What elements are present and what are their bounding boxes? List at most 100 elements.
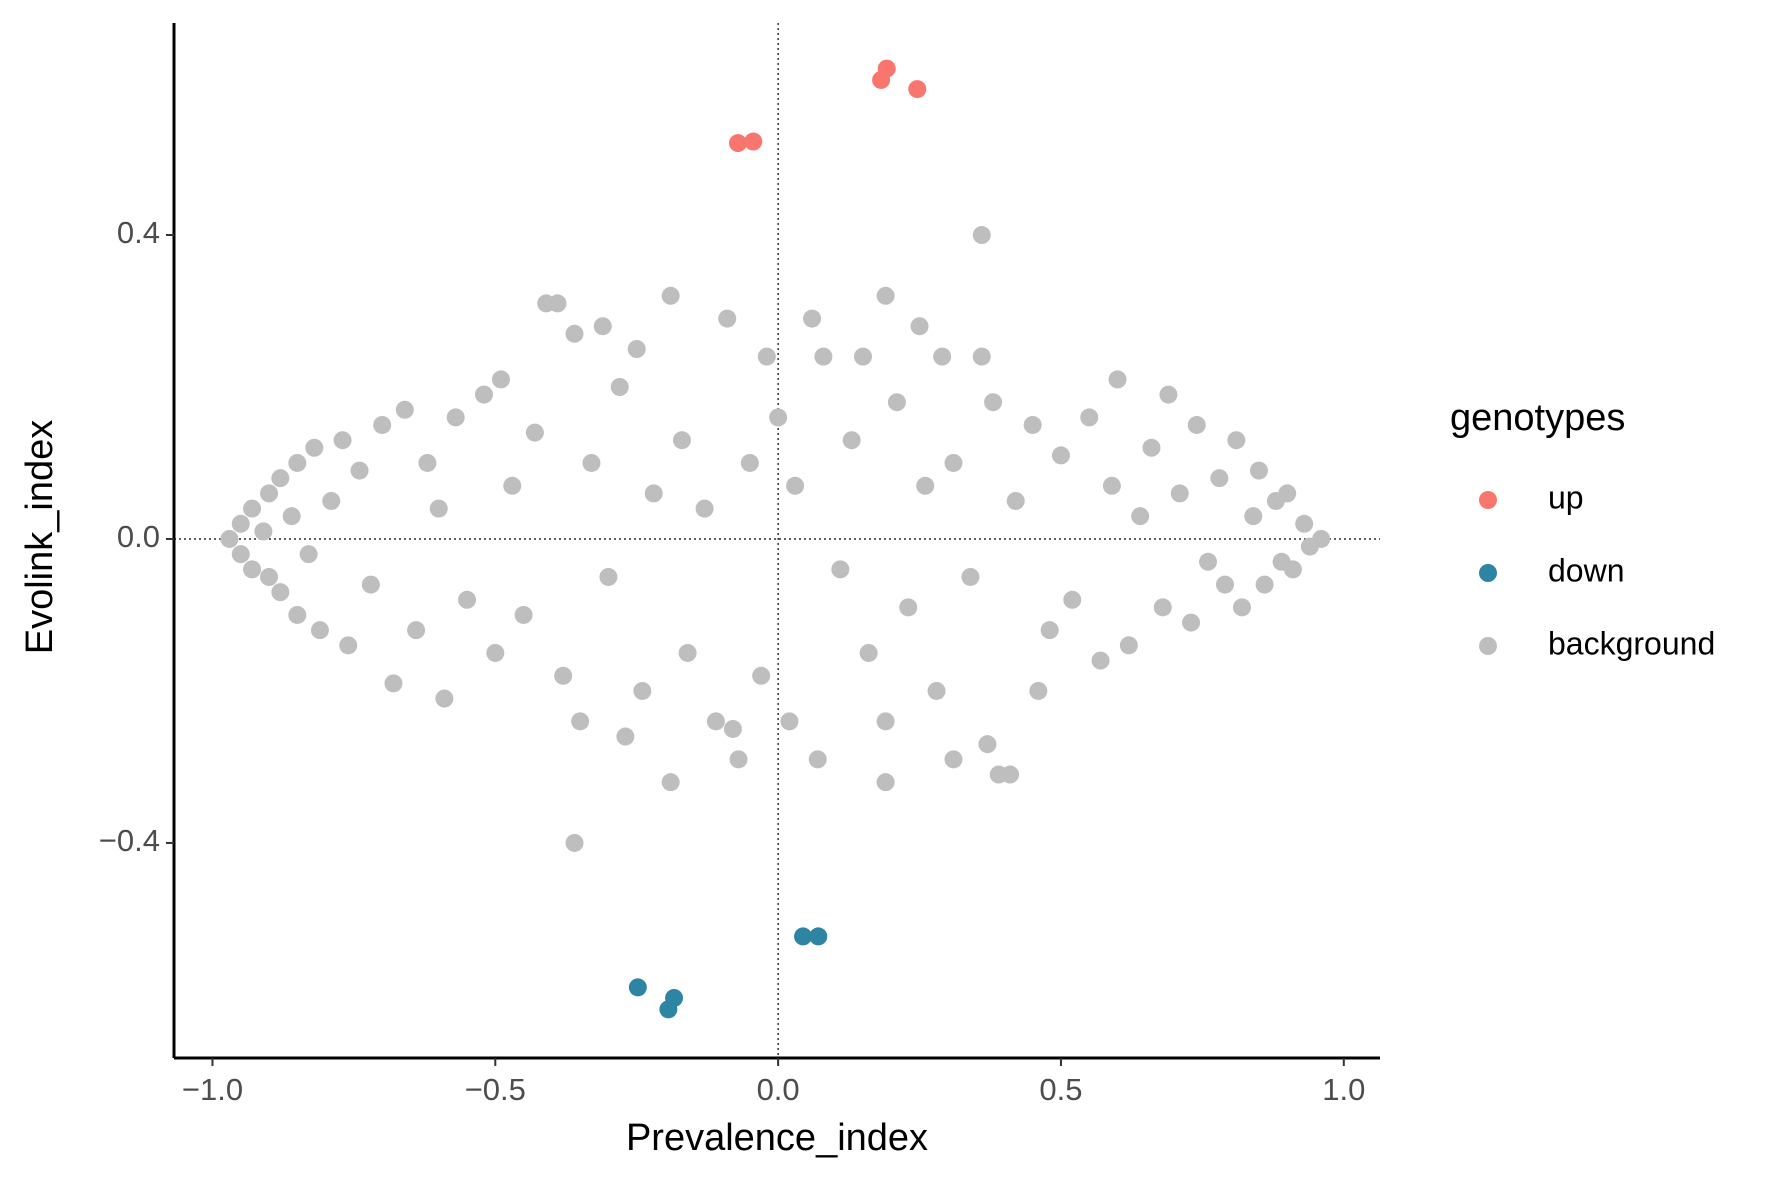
point [661,773,680,792]
point [525,423,544,442]
point [1119,636,1138,655]
point [808,750,827,769]
point [418,453,437,472]
point [271,469,290,488]
point [628,978,647,997]
x-tick-label: 0.5 [1039,1072,1082,1107]
point [503,476,522,495]
point [723,719,742,738]
y-tick-label: 0.0 [117,519,160,554]
x-tick-label: −1.0 [182,1072,243,1107]
point [984,393,1003,412]
x-tick-label: −0.5 [465,1072,526,1107]
point [474,385,493,404]
point [887,393,906,412]
point [514,605,533,624]
legend-label: background [1548,625,1715,661]
legend-title: genotypes [1450,397,1625,439]
point [231,545,250,564]
point [384,674,403,693]
point [299,545,318,564]
point [1063,590,1082,609]
point [458,590,477,609]
point [859,643,878,662]
point [659,1000,678,1019]
point [1153,598,1172,617]
point [933,347,952,366]
point [565,833,584,852]
point [1182,613,1201,632]
point [1227,431,1246,450]
x-axis-title: Prevalence_index [626,1117,928,1159]
y-tick-label: 0.4 [117,215,160,250]
point [899,598,918,617]
point [644,484,663,503]
point [1006,491,1025,510]
point [908,80,927,99]
point [339,636,358,655]
point [429,499,448,518]
point [260,484,279,503]
y-tick-label: −0.4 [99,823,160,858]
point [1249,461,1268,480]
point [243,499,262,518]
point [744,132,763,151]
point [972,226,991,245]
point [1283,560,1302,579]
point [486,643,505,662]
x-tick-label: 1.0 [1322,1072,1365,1107]
point [310,621,329,640]
point [1295,514,1314,533]
point [1102,476,1121,495]
point [446,408,465,427]
point [961,567,980,586]
point [1001,765,1020,784]
point [288,453,307,472]
point [231,514,250,533]
point [803,309,822,328]
point [1080,408,1099,427]
point [794,927,813,946]
point [554,666,573,685]
point [916,476,935,495]
point [786,476,805,495]
point [616,727,635,746]
point [1170,484,1189,503]
x-tick-label: 0.0 [757,1072,800,1107]
point [661,286,680,305]
point [395,400,414,419]
point [361,575,380,594]
point [1108,370,1127,389]
point [1131,507,1150,526]
point [1216,575,1235,594]
point [769,408,788,427]
point [1051,446,1070,465]
point [593,317,612,336]
point [350,461,369,480]
point [853,347,872,366]
point [740,453,759,472]
point [672,431,691,450]
point [1199,552,1218,571]
point [752,666,771,685]
point [288,605,307,624]
point [565,324,584,343]
point [548,294,567,313]
point [978,735,997,754]
point [944,453,963,472]
point [282,507,301,526]
point [1142,438,1161,457]
point [831,560,850,579]
point [627,340,646,359]
y-axis-title: Evolink_index [19,420,61,654]
point [780,712,799,731]
legend-swatch [1479,491,1497,509]
point [814,347,833,366]
point [1159,385,1178,404]
point [599,567,618,586]
point [271,583,290,602]
point [944,750,963,769]
legend-swatch [1479,564,1497,582]
point [842,431,861,450]
